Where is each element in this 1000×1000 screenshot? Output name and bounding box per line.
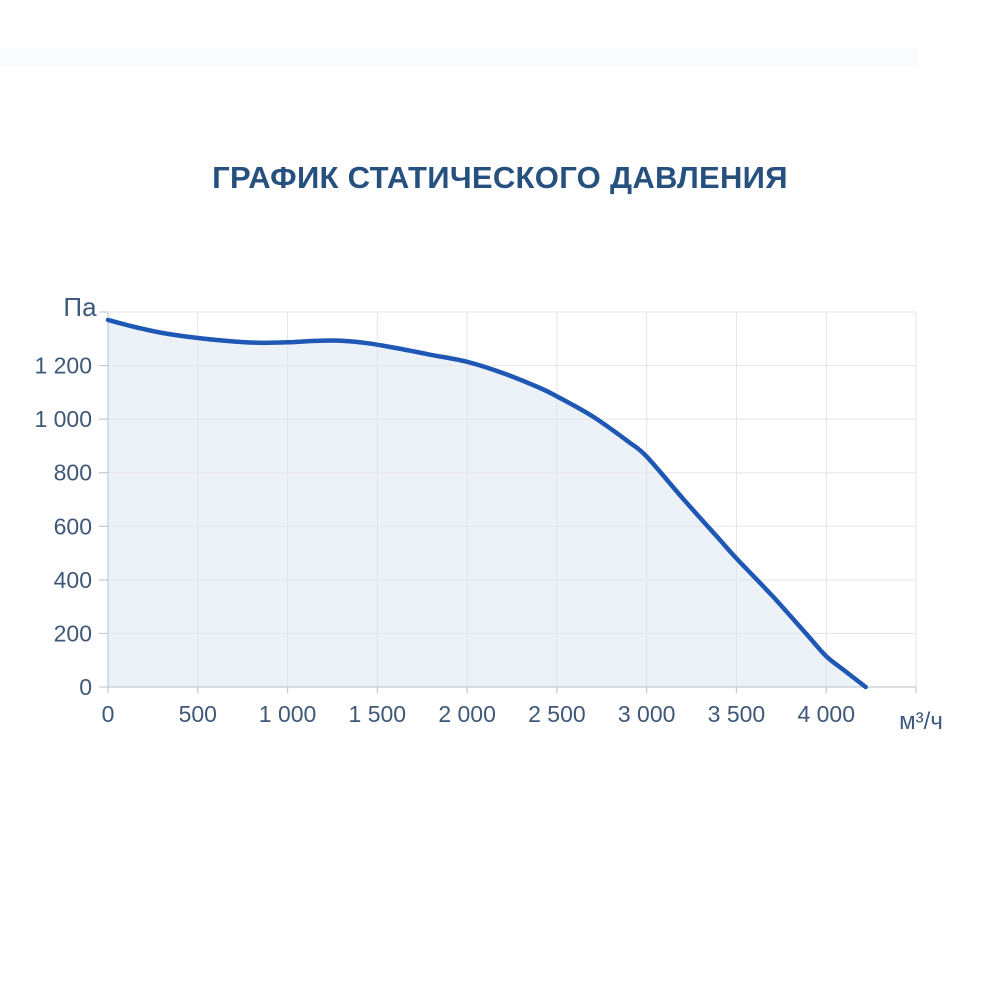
x-tick-label: 2 000 [438,701,496,727]
x-tick-label: 1 500 [349,701,407,727]
x-tick-label: 0 [102,701,115,727]
curve-area-fill [108,320,866,687]
y-tick-label: 200 [54,620,92,646]
x-tick-label: 1 000 [259,701,317,727]
static-pressure-curve [105,317,868,690]
chart-title: ГРАФИК СТАТИЧЕСКОГО ДАВЛЕНИЯ [212,160,788,195]
y-tick-label: 800 [54,460,92,486]
faint-header-band [0,48,918,66]
x-tick-label: 500 [179,701,217,727]
x-tick-label: 3 500 [708,701,766,727]
y-tick-label: 1 200 [34,353,92,379]
y-tick-label: 1 000 [34,406,92,432]
x-tick-label: 4 000 [797,701,855,727]
y-tick-label: 0 [79,674,92,700]
x-tick-label: 2 500 [528,701,586,727]
x-tick-label: 3 000 [618,701,676,727]
x-axis-unit-label: м³/ч [899,708,943,735]
y-axis-unit-label: Па [63,292,97,322]
y-tick-label: 600 [54,513,92,539]
y-tick-label: 400 [54,567,92,593]
